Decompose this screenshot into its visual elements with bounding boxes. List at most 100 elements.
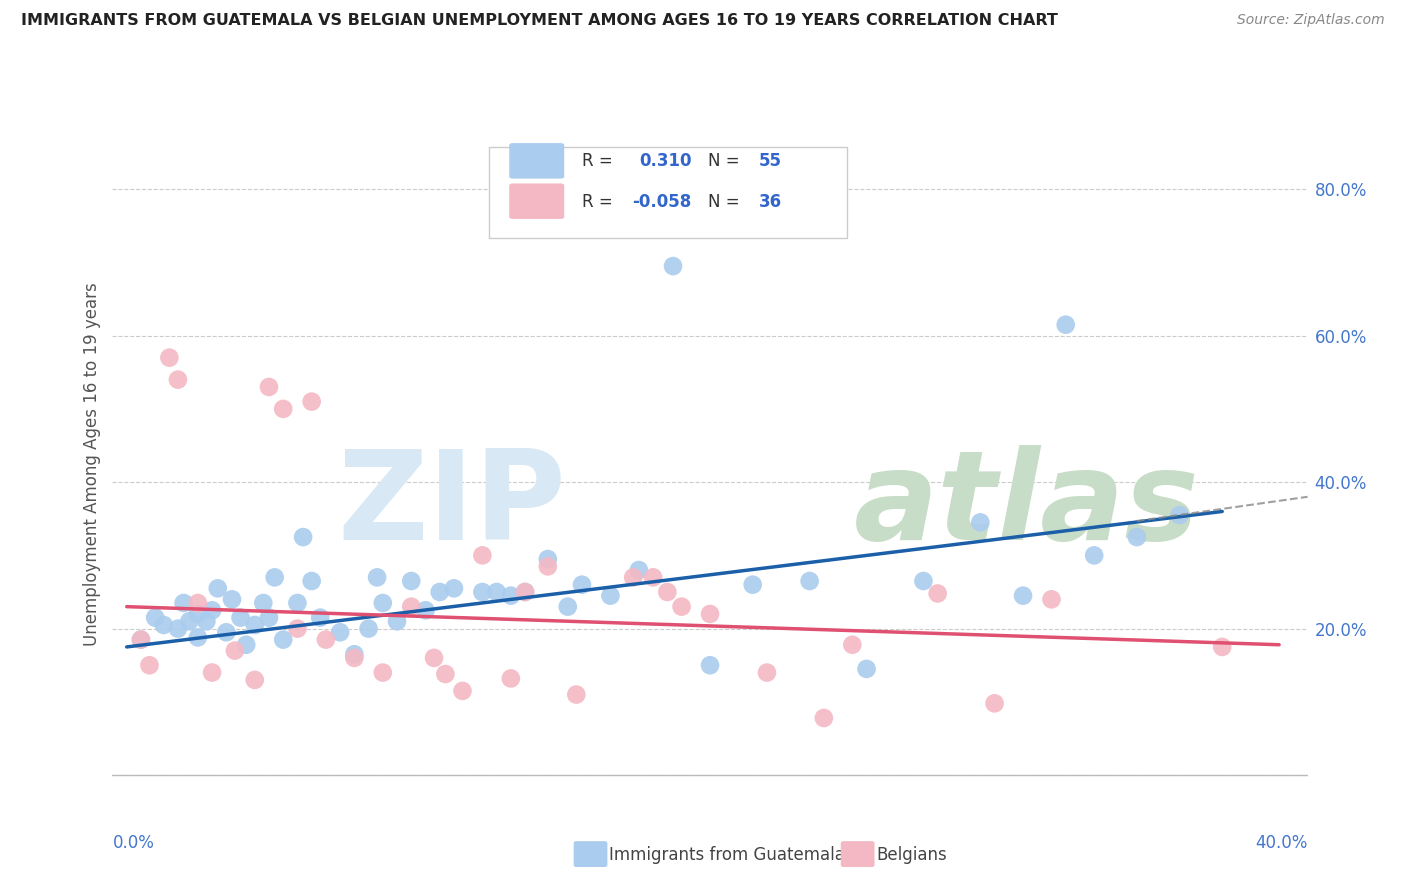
Point [215, 625, 238, 640]
Point [385, 615, 408, 629]
Point [841, 638, 863, 652]
Point [671, 599, 693, 614]
Point [571, 577, 593, 591]
Point [271, 632, 294, 647]
Point [741, 577, 763, 591]
Text: N =: N = [707, 153, 745, 170]
Point [1083, 549, 1105, 563]
Point [1040, 592, 1063, 607]
FancyBboxPatch shape [509, 184, 564, 219]
Point [167, 622, 190, 636]
Point [357, 622, 380, 636]
Point [173, 596, 195, 610]
FancyBboxPatch shape [489, 147, 848, 238]
Point [471, 585, 494, 599]
Point [499, 672, 522, 686]
Point [292, 530, 315, 544]
Point [371, 665, 394, 680]
Text: 0.310: 0.310 [640, 153, 692, 170]
Point [662, 259, 685, 273]
Point [309, 610, 332, 624]
Point [1012, 589, 1035, 603]
Point [513, 585, 536, 599]
Point [263, 570, 285, 584]
Point [252, 596, 274, 610]
Point [243, 673, 266, 687]
Point [429, 585, 451, 599]
Text: Immigrants from Guatemala: Immigrants from Guatemala [609, 846, 845, 863]
Text: 55: 55 [759, 153, 782, 170]
Point [287, 622, 309, 636]
Point [229, 610, 252, 624]
Point [1211, 640, 1233, 654]
Point [366, 570, 388, 584]
Point [599, 589, 621, 603]
Point [343, 651, 366, 665]
Text: N =: N = [707, 193, 745, 211]
Text: ZIP: ZIP [337, 445, 567, 566]
Point [257, 610, 280, 624]
Point [1168, 508, 1191, 522]
Point [699, 658, 721, 673]
Point [343, 647, 366, 661]
Point [657, 585, 679, 599]
Point [138, 658, 160, 673]
Point [983, 696, 1005, 710]
Point [643, 570, 665, 584]
Point [143, 610, 166, 624]
Point [179, 615, 201, 629]
Point [152, 618, 174, 632]
Point [537, 552, 560, 566]
Point [423, 651, 446, 665]
Point [301, 574, 323, 588]
Point [513, 585, 536, 599]
Y-axis label: Unemployment Among Ages 16 to 19 years: Unemployment Among Ages 16 to 19 years [83, 282, 101, 646]
Point [221, 592, 243, 607]
Point [157, 351, 180, 365]
Point [129, 632, 152, 647]
Text: -0.058: -0.058 [633, 193, 692, 211]
Text: R =: R = [582, 153, 619, 170]
Point [301, 394, 323, 409]
Point [485, 585, 508, 599]
Text: Belgians: Belgians [876, 846, 946, 863]
Point [195, 615, 218, 629]
Point [1054, 318, 1077, 332]
Point [167, 373, 190, 387]
Point [565, 688, 588, 702]
Point [799, 574, 821, 588]
Point [557, 599, 579, 614]
Point [471, 549, 494, 563]
Text: atlas: atlas [853, 445, 1199, 566]
Point [243, 618, 266, 632]
Point [235, 638, 257, 652]
Text: R =: R = [582, 193, 619, 211]
Point [627, 563, 650, 577]
Point [621, 570, 644, 584]
Point [129, 632, 152, 647]
Point [443, 582, 465, 596]
Point [415, 603, 437, 617]
Point [207, 582, 229, 596]
Point [499, 589, 522, 603]
Point [315, 632, 337, 647]
Point [537, 559, 560, 574]
Point [912, 574, 935, 588]
Point [224, 643, 246, 657]
Point [201, 603, 224, 617]
Point [201, 665, 224, 680]
Point [969, 516, 991, 530]
Point [434, 667, 457, 681]
Point [187, 631, 209, 645]
Point [371, 596, 394, 610]
Point [187, 596, 209, 610]
Point [927, 586, 949, 600]
Point [1126, 530, 1149, 544]
Text: 36: 36 [759, 193, 782, 211]
Text: 0.0%: 0.0% [112, 834, 155, 852]
Point [401, 599, 423, 614]
FancyBboxPatch shape [509, 143, 564, 178]
Point [187, 607, 209, 621]
Point [401, 574, 423, 588]
Point [699, 607, 721, 621]
